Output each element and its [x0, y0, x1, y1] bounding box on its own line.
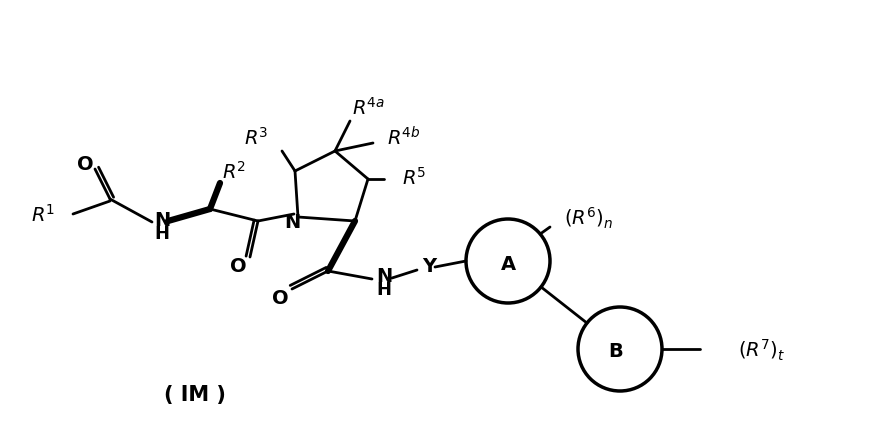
Text: Y: Y — [421, 256, 435, 275]
Text: H: H — [155, 225, 169, 243]
Text: A: A — [500, 254, 515, 273]
Text: O: O — [229, 256, 246, 275]
Text: N: N — [375, 266, 392, 285]
Text: $R^5$: $R^5$ — [401, 167, 426, 188]
Text: B: B — [608, 342, 623, 360]
Text: O: O — [271, 288, 288, 307]
Text: $R^{4b}$: $R^{4b}$ — [387, 126, 420, 149]
Text: H: H — [376, 280, 391, 298]
Text: $(R^6)_n$: $(R^6)_n$ — [563, 205, 613, 230]
Text: N: N — [154, 210, 170, 229]
Text: $(R^7)_t$: $(R^7)_t$ — [737, 337, 785, 362]
Text: $R^1$: $R^1$ — [30, 204, 55, 226]
Text: N: N — [283, 212, 300, 231]
Text: $R^{4a}$: $R^{4a}$ — [352, 97, 385, 119]
Text: ( IM ): ( IM ) — [164, 384, 226, 404]
Text: $R^3$: $R^3$ — [243, 127, 268, 148]
Text: O: O — [76, 154, 93, 173]
Text: $R^2$: $R^2$ — [222, 161, 246, 183]
